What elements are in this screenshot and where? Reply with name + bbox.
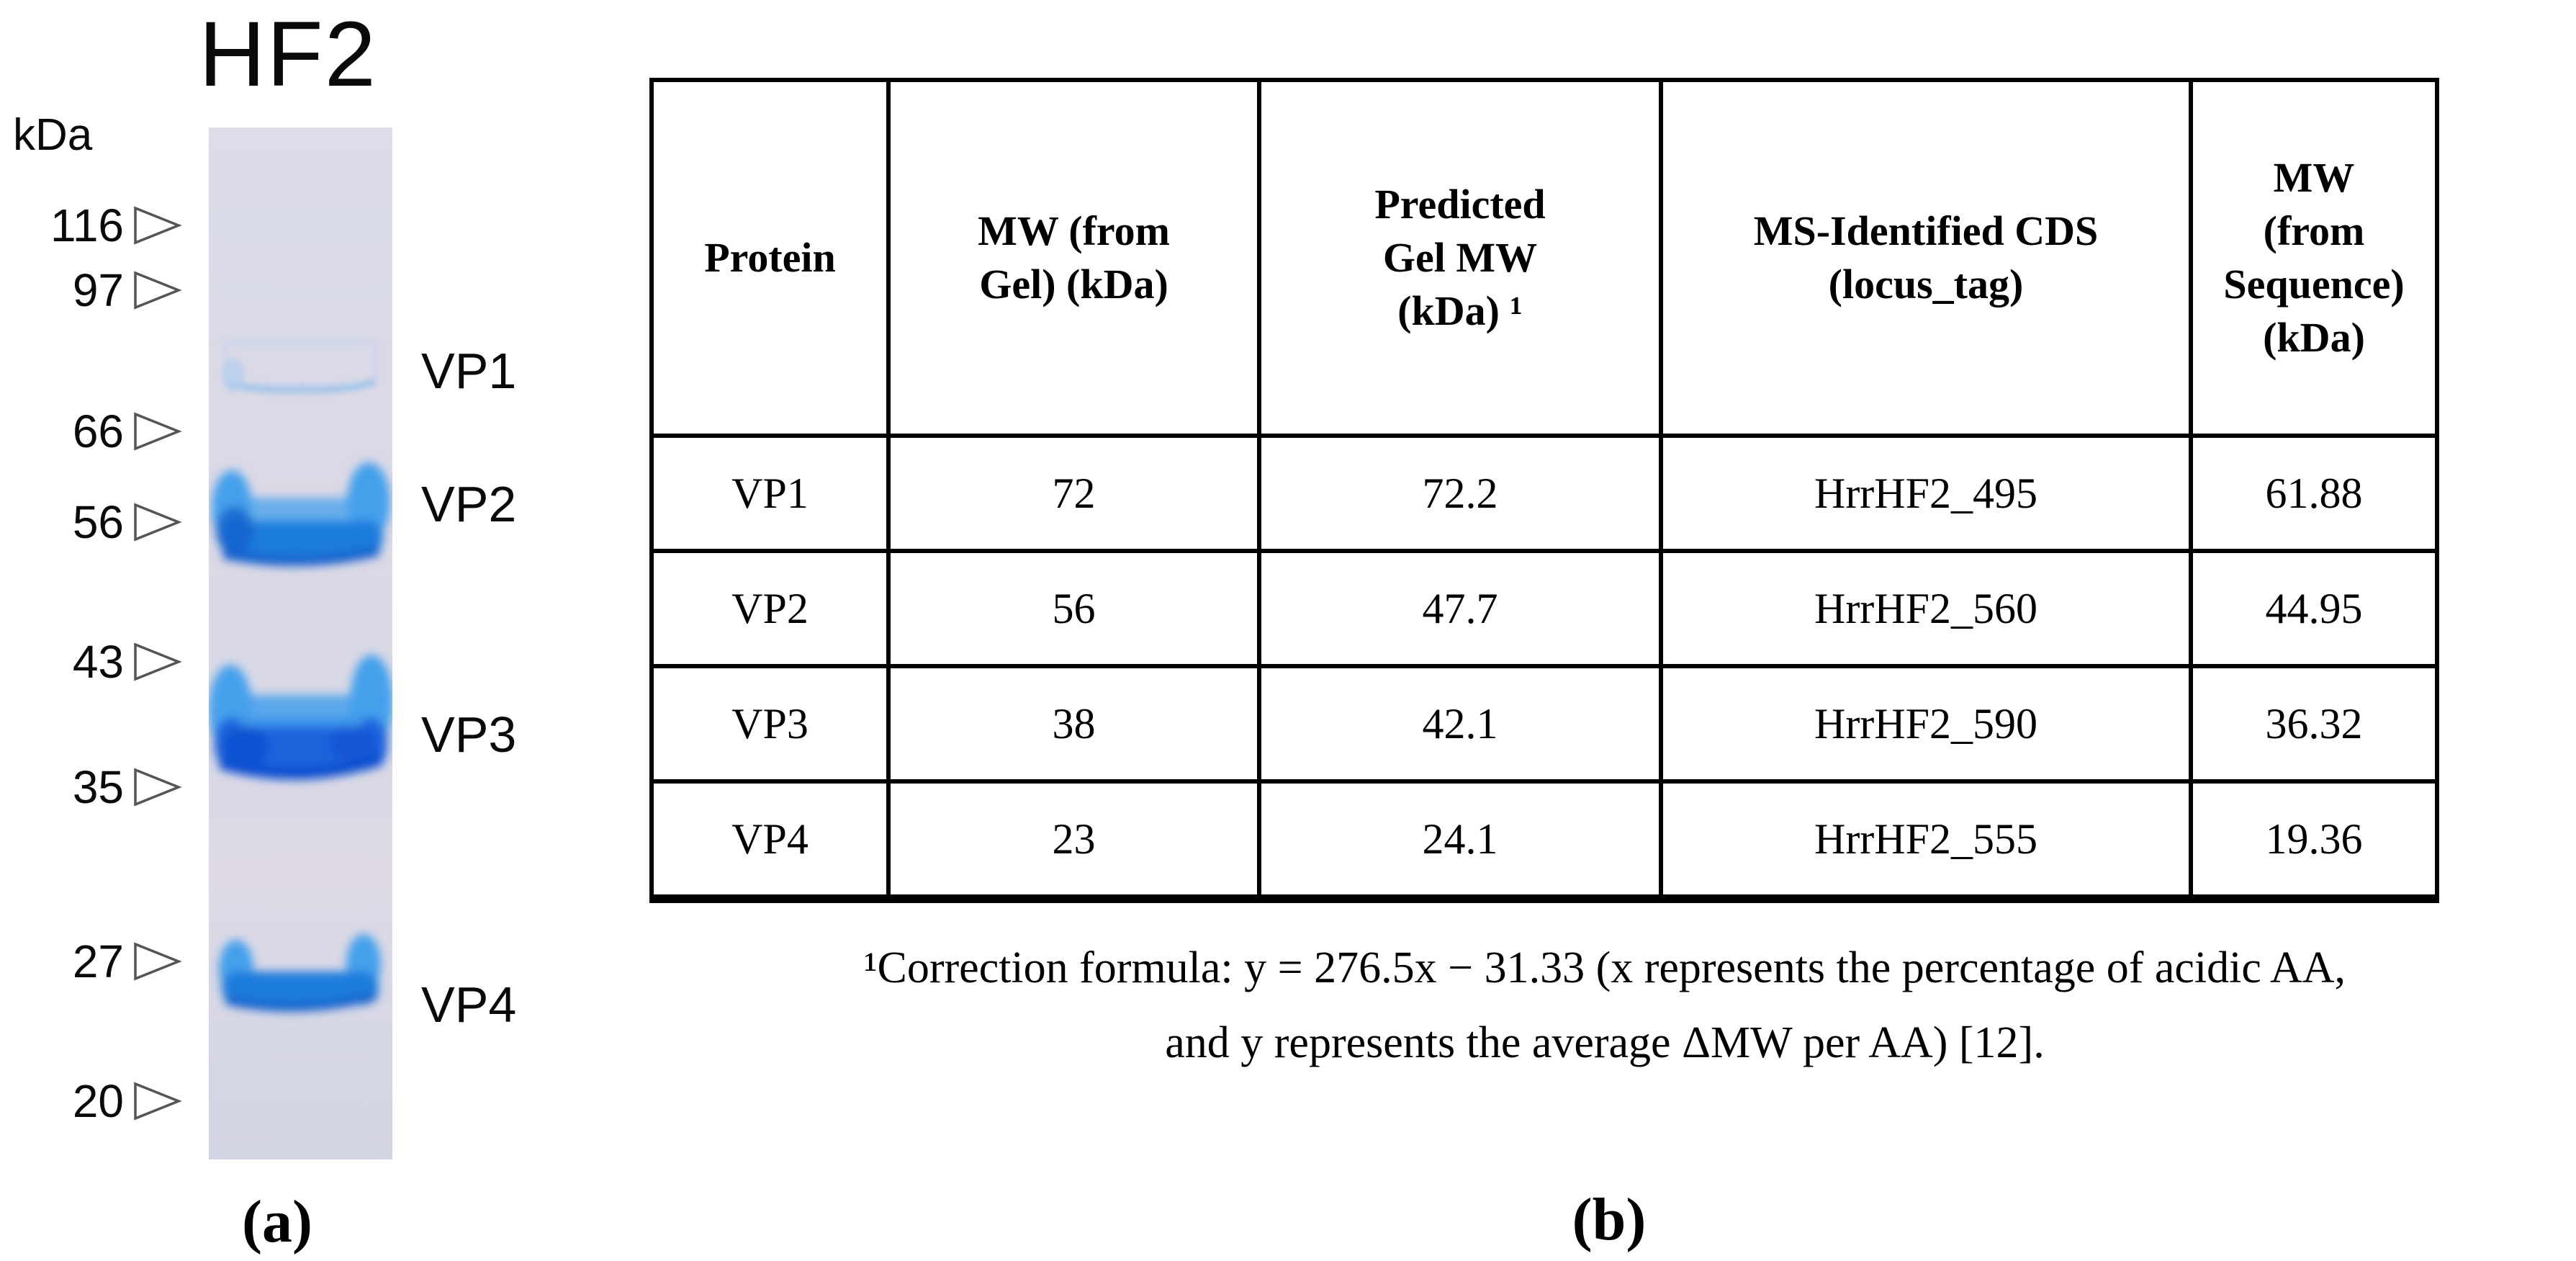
ladder-value: 66 xyxy=(72,405,124,457)
results-table: Protein MW (from Gel) (kDa) Predicted Gel … xyxy=(649,78,2439,903)
ladder-arrow-icon xyxy=(132,767,183,807)
column-header-4: MW (from Sequence) (kDa) xyxy=(2189,78,2439,438)
ladder-value: 20 xyxy=(72,1075,124,1127)
table-cell: 23 xyxy=(886,779,1261,903)
table-cell: VP4 xyxy=(649,779,891,903)
table-cell: 24.1 xyxy=(1257,779,1663,903)
band-vp1 xyxy=(222,340,378,395)
table-cell: VP2 xyxy=(649,549,891,668)
table-cell: 19.36 xyxy=(2189,779,2439,903)
ladder-value: 97 xyxy=(72,264,124,316)
table-cell: 56 xyxy=(886,549,1261,668)
panel-b-caption: (b) xyxy=(1572,1186,1647,1253)
gel-lane-image xyxy=(209,127,392,1159)
band-vp4 xyxy=(219,934,381,1012)
ladder-arrow-icon xyxy=(132,205,183,246)
ladder-arrow-icon xyxy=(132,411,183,452)
band-label-vp2: VP2 xyxy=(421,476,517,532)
footnote-line-1: ¹Correction formula: y = 276.5x − 31.33 … xyxy=(863,943,2346,992)
table-cell: 47.7 xyxy=(1257,549,1663,668)
table-cell: 42.1 xyxy=(1257,664,1663,784)
gel-sample-title: HF2 xyxy=(199,3,377,106)
ladder-arrow-icon xyxy=(132,642,183,682)
column-header-2: Predicted Gel MW (kDa) ¹ xyxy=(1257,78,1663,438)
table-cell: VP1 xyxy=(649,434,891,553)
table-row-vp4: VP4 23 24.1 HrrHF2_555 19.36 xyxy=(649,779,2439,903)
table-cell: VP3 xyxy=(649,664,891,784)
ladder-value: 56 xyxy=(72,496,124,548)
table-cell: 72 xyxy=(886,434,1261,553)
ladder-value: 43 xyxy=(72,636,124,688)
band-vp3 xyxy=(209,655,392,780)
table-cell: 36.32 xyxy=(2189,664,2439,784)
panel-a-caption: (a) xyxy=(242,1188,312,1255)
ladder-arrow-icon xyxy=(132,270,183,310)
gel-bands-graphic xyxy=(209,340,392,1012)
column-header-3: MS-Identified CDS (locus_tag) xyxy=(1659,78,2193,438)
table-row-vp2: VP2 56 47.7 HrrHF2_560 44.95 xyxy=(649,549,2439,668)
table-cell: HrrHF2_590 xyxy=(1659,664,2193,784)
table-cell: 61.88 xyxy=(2189,434,2439,553)
table-cell: 38 xyxy=(886,664,1261,784)
band-vp2 xyxy=(212,462,390,567)
column-header-1: MW (from Gel) (kDa) xyxy=(886,78,1261,438)
footnote-line-2: and y represents the average ΔMW per AA)… xyxy=(1165,1018,2045,1067)
band-label-vp1: VP1 xyxy=(421,343,517,399)
table-footnote: ¹Correction formula: y = 276.5x − 31.33 … xyxy=(634,930,2576,1080)
ladder-value: 116 xyxy=(50,199,124,251)
band-label-vp3: VP3 xyxy=(421,706,517,763)
kda-unit-label: kDa xyxy=(13,110,93,160)
column-header-0: Protein xyxy=(649,78,891,438)
table-row-vp1: VP1 72 72.2 HrrHF2_495 61.88 xyxy=(649,434,2439,553)
table-cell: 72.2 xyxy=(1257,434,1663,553)
band-label-vp4: VP4 xyxy=(421,977,517,1033)
table-cell: HrrHF2_560 xyxy=(1659,549,2193,668)
ladder-arrow-icon xyxy=(132,1081,183,1121)
table-cell: 44.95 xyxy=(2189,549,2439,668)
ladder-arrow-icon xyxy=(132,502,183,542)
table-header-row: Protein MW (from Gel) (kDa) Predicted Gel … xyxy=(649,78,2439,438)
table-cell: HrrHF2_555 xyxy=(1659,779,2193,903)
ladder-value: 35 xyxy=(72,761,124,813)
table-cell: HrrHF2_495 xyxy=(1659,434,2193,553)
table-row-vp3: VP3 38 42.1 HrrHF2_590 36.32 xyxy=(649,664,2439,784)
ladder-value: 27 xyxy=(72,935,124,987)
ladder-arrow-icon xyxy=(132,941,183,982)
